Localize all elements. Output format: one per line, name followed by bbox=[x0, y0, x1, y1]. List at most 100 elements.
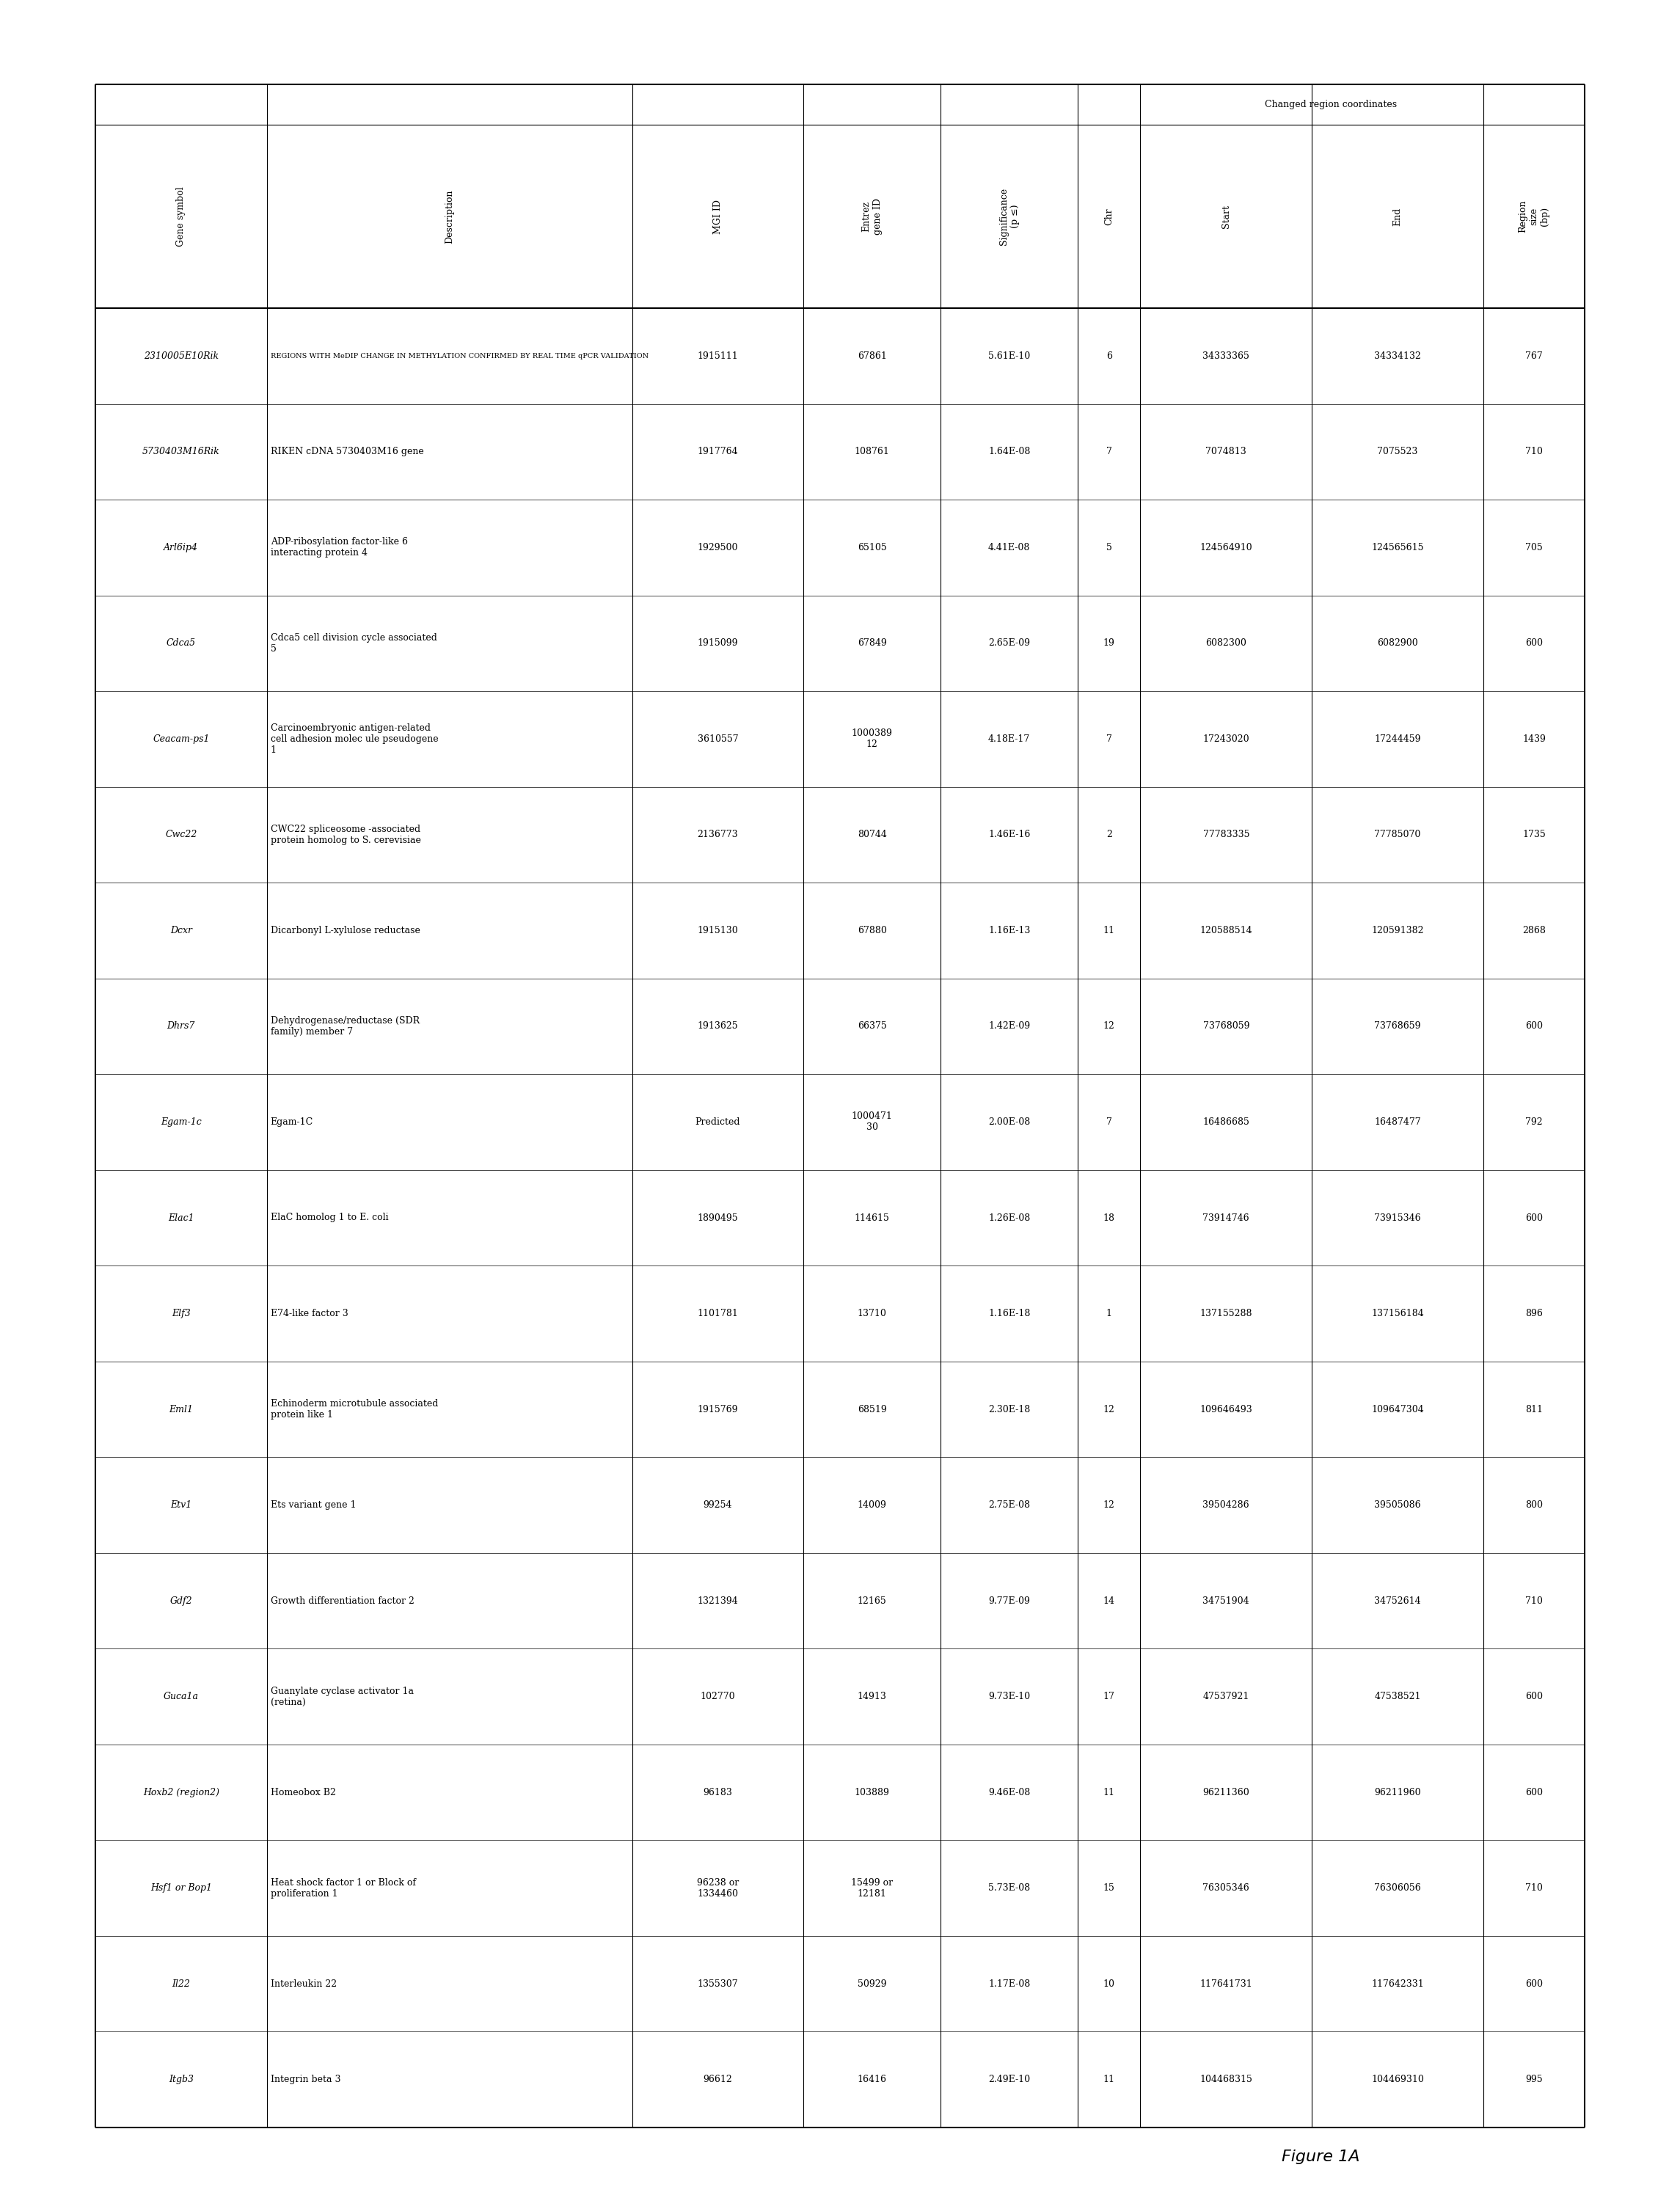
Text: Dehydrogenase/reductase (SDR
family) member 7: Dehydrogenase/reductase (SDR family) mem… bbox=[270, 1016, 420, 1036]
Text: 6082300: 6082300 bbox=[1206, 639, 1247, 648]
Text: 11: 11 bbox=[1104, 1787, 1116, 1798]
Text: 15499 or
12181: 15499 or 12181 bbox=[852, 1879, 894, 1899]
Text: 76306056: 76306056 bbox=[1374, 1883, 1421, 1892]
Text: 2.65E-09: 2.65E-09 bbox=[988, 639, 1030, 648]
Text: Ceacam-ps1: Ceacam-ps1 bbox=[153, 735, 210, 744]
Text: 1355307: 1355307 bbox=[697, 1980, 738, 1989]
Text: 12: 12 bbox=[1104, 1501, 1116, 1510]
Text: 1.64E-08: 1.64E-08 bbox=[988, 448, 1030, 457]
Text: 1913625: 1913625 bbox=[697, 1021, 738, 1032]
Text: 4.41E-08: 4.41E-08 bbox=[988, 542, 1030, 553]
Text: 73915346: 73915346 bbox=[1374, 1214, 1421, 1223]
Text: 73768659: 73768659 bbox=[1374, 1021, 1421, 1032]
Text: 99254: 99254 bbox=[704, 1501, 732, 1510]
Text: 1915099: 1915099 bbox=[697, 639, 738, 648]
Text: Integrin beta 3: Integrin beta 3 bbox=[270, 2074, 341, 2085]
Text: 19: 19 bbox=[1104, 639, 1116, 648]
Text: 103889: 103889 bbox=[855, 1787, 890, 1798]
Text: Hoxb2 (region2): Hoxb2 (region2) bbox=[143, 1787, 218, 1798]
Text: 12: 12 bbox=[1104, 1405, 1116, 1414]
Text: 16486685: 16486685 bbox=[1203, 1117, 1250, 1126]
Text: CWC22 spliceosome -associated
protein homolog to S. cerevisiae: CWC22 spliceosome -associated protein ho… bbox=[270, 825, 420, 845]
Text: 1101781: 1101781 bbox=[697, 1308, 738, 1319]
Text: 4.18E-17: 4.18E-17 bbox=[988, 735, 1030, 744]
Text: 1.17E-08: 1.17E-08 bbox=[988, 1980, 1030, 1989]
Text: Growth differentiation factor 2: Growth differentiation factor 2 bbox=[270, 1596, 415, 1605]
Text: 102770: 102770 bbox=[701, 1692, 736, 1701]
Text: 7: 7 bbox=[1105, 735, 1112, 744]
Text: Changed region coordinates: Changed region coordinates bbox=[1265, 99, 1398, 110]
Text: 1929500: 1929500 bbox=[697, 542, 738, 553]
Text: 9.77E-09: 9.77E-09 bbox=[988, 1596, 1030, 1605]
Text: 600: 600 bbox=[1525, 1980, 1542, 1989]
Text: 11: 11 bbox=[1104, 2074, 1116, 2085]
Text: ElaC homolog 1 to E. coli: ElaC homolog 1 to E. coli bbox=[270, 1214, 388, 1223]
Text: 7075523: 7075523 bbox=[1378, 448, 1418, 457]
Text: 2.49E-10: 2.49E-10 bbox=[988, 2074, 1030, 2085]
Text: Carcinoembryonic antigen-related
cell adhesion molec ule pseudogene
1: Carcinoembryonic antigen-related cell ad… bbox=[270, 724, 438, 755]
Text: Cdca5 cell division cycle associated
5: Cdca5 cell division cycle associated 5 bbox=[270, 632, 437, 654]
Text: Egam-1C: Egam-1C bbox=[270, 1117, 312, 1126]
Text: Cwc22: Cwc22 bbox=[165, 830, 197, 838]
Text: 14009: 14009 bbox=[857, 1501, 887, 1510]
Text: 12: 12 bbox=[1104, 1021, 1116, 1032]
Text: 39505086: 39505086 bbox=[1374, 1501, 1421, 1510]
Text: 3610557: 3610557 bbox=[697, 735, 738, 744]
Text: 67880: 67880 bbox=[857, 926, 887, 935]
Text: 16487477: 16487477 bbox=[1374, 1117, 1421, 1126]
Text: 705: 705 bbox=[1525, 542, 1542, 553]
Text: REGIONS WITH MeDIP CHANGE IN METHYLATION CONFIRMED BY REAL TIME qPCR VALIDATION: REGIONS WITH MeDIP CHANGE IN METHYLATION… bbox=[270, 353, 648, 360]
Text: 96238 or
1334460: 96238 or 1334460 bbox=[697, 1879, 739, 1899]
Text: 2.30E-18: 2.30E-18 bbox=[988, 1405, 1030, 1414]
Text: 5.61E-10: 5.61E-10 bbox=[988, 351, 1030, 360]
Text: 1321394: 1321394 bbox=[697, 1596, 738, 1605]
Text: 6: 6 bbox=[1105, 351, 1112, 360]
Text: Description: Description bbox=[445, 189, 454, 244]
Text: 600: 600 bbox=[1525, 1692, 1542, 1701]
Text: Entrez
gene ID: Entrez gene ID bbox=[862, 198, 882, 235]
Text: Dhrs7: Dhrs7 bbox=[166, 1021, 195, 1032]
Text: 96211960: 96211960 bbox=[1374, 1787, 1421, 1798]
Text: RIKEN cDNA 5730403M16 gene: RIKEN cDNA 5730403M16 gene bbox=[270, 448, 423, 457]
Text: 7: 7 bbox=[1105, 448, 1112, 457]
Text: 1.16E-18: 1.16E-18 bbox=[988, 1308, 1030, 1319]
Text: Il22: Il22 bbox=[171, 1980, 190, 1989]
Text: Ets variant gene 1: Ets variant gene 1 bbox=[270, 1501, 356, 1510]
Text: 68519: 68519 bbox=[857, 1405, 887, 1414]
Text: Figure 1A: Figure 1A bbox=[1282, 2149, 1359, 2164]
Text: 1917764: 1917764 bbox=[697, 448, 738, 457]
Text: 7: 7 bbox=[1105, 1117, 1112, 1126]
Text: 109646493: 109646493 bbox=[1200, 1405, 1252, 1414]
Text: End: End bbox=[1393, 206, 1403, 226]
Text: Dicarbonyl L-xylulose reductase: Dicarbonyl L-xylulose reductase bbox=[270, 926, 420, 935]
Text: 710: 710 bbox=[1525, 448, 1542, 457]
Text: 120591382: 120591382 bbox=[1371, 926, 1423, 935]
Text: MGI ID: MGI ID bbox=[712, 200, 722, 233]
Text: 124564910: 124564910 bbox=[1200, 542, 1252, 553]
Text: 767: 767 bbox=[1525, 351, 1542, 360]
Text: 18: 18 bbox=[1104, 1214, 1116, 1223]
Text: 16416: 16416 bbox=[857, 2074, 887, 2085]
Text: 65105: 65105 bbox=[857, 542, 887, 553]
Text: 67849: 67849 bbox=[857, 639, 887, 648]
Text: 2.75E-08: 2.75E-08 bbox=[988, 1501, 1030, 1510]
Text: 109647304: 109647304 bbox=[1371, 1405, 1425, 1414]
Text: 117641731: 117641731 bbox=[1200, 1980, 1252, 1989]
Text: 96612: 96612 bbox=[704, 2074, 732, 2085]
Text: Homeobox B2: Homeobox B2 bbox=[270, 1787, 336, 1798]
Text: Elf3: Elf3 bbox=[171, 1308, 190, 1319]
Text: 1915130: 1915130 bbox=[697, 926, 738, 935]
Text: Gdf2: Gdf2 bbox=[170, 1596, 192, 1605]
Text: 6082900: 6082900 bbox=[1378, 639, 1418, 648]
Text: 114615: 114615 bbox=[855, 1214, 890, 1223]
Text: 77785070: 77785070 bbox=[1374, 830, 1421, 838]
Text: 5730403M16Rik: 5730403M16Rik bbox=[143, 448, 220, 457]
Text: 66375: 66375 bbox=[857, 1021, 887, 1032]
Text: 96211360: 96211360 bbox=[1203, 1787, 1250, 1798]
Text: 73768059: 73768059 bbox=[1203, 1021, 1250, 1032]
Text: Start: Start bbox=[1221, 204, 1231, 228]
Text: 47538521: 47538521 bbox=[1374, 1692, 1421, 1701]
Text: Elac1: Elac1 bbox=[168, 1214, 195, 1223]
Text: 39504286: 39504286 bbox=[1203, 1501, 1250, 1510]
Text: 96183: 96183 bbox=[704, 1787, 732, 1798]
